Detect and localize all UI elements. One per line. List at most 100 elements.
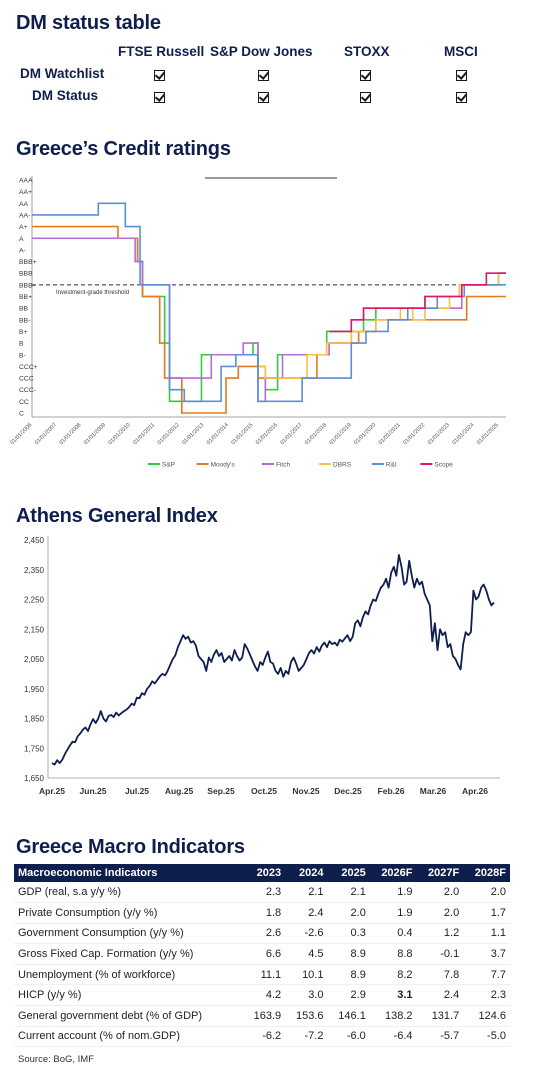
header-year: 2027F xyxy=(416,864,464,882)
table-cell: 7.7 xyxy=(463,964,510,986)
row-label: Current account (% of nom.GDP) xyxy=(14,1026,243,1048)
y-tick-label: BB+ xyxy=(19,294,32,301)
table-cell: 2.0 xyxy=(416,882,464,904)
table-cell: 4.5 xyxy=(285,943,328,965)
table-cell: 6.6 xyxy=(242,943,286,965)
x-tick-label: 01/01/2017 xyxy=(280,422,304,446)
table-cell: 2.3 xyxy=(242,882,286,904)
y-tick-label: 2,450 xyxy=(24,536,45,545)
source-note: Source: BoG, IMF xyxy=(18,1054,95,1065)
row-label: HICP (y/y %) xyxy=(14,984,243,1007)
x-tick-label: 01/01/2025 xyxy=(476,422,500,446)
dm-row-status: DM Status xyxy=(14,88,514,110)
x-tick-label: Mar.26 xyxy=(420,786,447,796)
x-tick-label: 01/01/2021 xyxy=(378,422,402,446)
table-cell: 2.6 xyxy=(242,923,286,945)
checkbox-icon xyxy=(456,92,467,103)
legend-label: DBRS xyxy=(333,462,352,469)
x-tick-label: Oct.25 xyxy=(251,786,277,796)
x-tick-label: 01/01/2013 xyxy=(181,422,205,446)
checkbox-icon xyxy=(360,70,371,81)
x-tick-label: 01/01/2011 xyxy=(132,422,156,446)
table-cell: 1.8 xyxy=(242,902,286,924)
legend-label: Scope xyxy=(434,462,453,469)
y-tick-label: 2,150 xyxy=(24,625,45,634)
x-tick-label: 01/01/2007 xyxy=(34,422,58,446)
table-cell: 8.9 xyxy=(327,964,370,986)
table-cell: 2.1 xyxy=(327,882,370,904)
athens-index-title: Athens General Index xyxy=(16,505,218,527)
y-tick-label: BBB xyxy=(19,271,33,278)
y-tick-label: B+ xyxy=(19,329,28,336)
table-cell: 3.1 xyxy=(369,984,417,1007)
y-tick-label: BBB- xyxy=(19,282,35,289)
x-tick-label: 01/01/2009 xyxy=(83,422,107,446)
table-cell: -0.1 xyxy=(416,943,464,965)
table-cell: 131.7 xyxy=(416,1005,464,1027)
row-label: GDP (real, s.a y/y %) xyxy=(14,882,243,904)
legend-label: R&I xyxy=(386,462,397,469)
table-cell: 163.9 xyxy=(242,1005,286,1027)
x-tick-label: Feb.26 xyxy=(378,786,405,796)
y-tick-label: 1,750 xyxy=(24,744,45,753)
col-stoxx: STOXX xyxy=(344,44,390,59)
table-cell: 0.4 xyxy=(369,923,417,945)
table-cell: 3.0 xyxy=(285,984,328,1007)
checkbox-icon xyxy=(360,92,371,103)
table-cell: 2.4 xyxy=(285,902,328,924)
table-cell: 1.9 xyxy=(369,902,417,924)
table-cell: 7.8 xyxy=(416,964,464,986)
table-row: HICP (y/y %) 4.2 3.0 2.9 3.1 2.4 2.3 xyxy=(14,984,510,1007)
y-tick-label: A- xyxy=(19,247,26,254)
table-cell: -7.2 xyxy=(285,1026,328,1048)
table-cell: -5.0 xyxy=(463,1026,510,1048)
dm-row-watchlist: DM Watchlist xyxy=(14,66,514,88)
y-tick-label: C xyxy=(19,411,24,418)
table-cell: 124.6 xyxy=(463,1005,510,1027)
col-msci: MSCI xyxy=(444,44,478,59)
macro-table: Macroeconomic Indicators 2023 2024 2025 2026… xyxy=(14,864,510,1048)
x-tick-label: 01/01/2019 xyxy=(329,422,353,446)
y-tick-label: AA- xyxy=(19,212,30,219)
row-label: Government Consumption (y/y %) xyxy=(14,923,243,945)
table-cell: 1.7 xyxy=(463,902,510,924)
y-tick-label: AA xyxy=(19,201,29,208)
y-tick-label: BBB+ xyxy=(19,259,37,266)
credit-ratings-chart: CCCCCC-CCCCCC+B-BB+BB-BBBB+BBB-BBBBBB+A-… xyxy=(9,176,506,469)
row-label: Unemployment (% of workforce) xyxy=(14,964,243,986)
table-cell: -6.2 xyxy=(242,1026,286,1048)
checkbox-icon xyxy=(154,92,165,103)
checkbox-icon xyxy=(258,92,269,103)
dm-status-table: FTSE Russell S&P Dow Jones STOXX MSCI DM… xyxy=(14,44,514,110)
header-year: 2026F xyxy=(369,864,417,882)
y-tick-label: B xyxy=(19,341,24,348)
checkbox-icon xyxy=(154,70,165,81)
table-cell: 8.8 xyxy=(369,943,417,965)
x-tick-label: Aug.25 xyxy=(165,786,194,796)
table-row: General government debt (% of GDP) 163.9 1… xyxy=(14,1005,510,1027)
x-tick-label: 01/01/2015 xyxy=(230,422,254,446)
y-tick-label: A xyxy=(19,236,24,243)
legend-label: Moody's xyxy=(211,462,236,469)
table-cell: 2.0 xyxy=(463,882,510,904)
x-tick-label: 01/01/2022 xyxy=(402,422,426,446)
table-row: Unemployment (% of workforce) 11.1 10.1 8.9… xyxy=(14,964,510,986)
dm-header-row: FTSE Russell S&P Dow Jones STOXX MSCI xyxy=(14,44,514,66)
x-tick-label: Apr.26 xyxy=(462,786,488,796)
table-cell: 153.6 xyxy=(285,1005,328,1027)
col-ftse: FTSE Russell xyxy=(118,44,205,59)
threshold-label: Investment-grade threshold xyxy=(56,290,129,296)
table-cell: 8.2 xyxy=(369,964,417,986)
table-row: Private Consumption (y/y %) 1.8 2.4 2.0 1.9 2… xyxy=(14,902,510,924)
col-sp: S&P Dow Jones xyxy=(210,44,313,59)
table-cell: 3.7 xyxy=(463,943,510,965)
x-tick-label: Sep.25 xyxy=(207,786,235,796)
table-cell: 2.3 xyxy=(463,984,510,1007)
table-row: Current account (% of nom.GDP) -6.2 -7.2 -6… xyxy=(14,1026,510,1048)
dm-status-title: DM status table xyxy=(16,12,161,34)
y-tick-label: BB xyxy=(19,306,29,313)
y-tick-label: CCC+ xyxy=(19,364,38,371)
table-cell: 1.1 xyxy=(463,923,510,945)
x-tick-label: 01/01/2010 xyxy=(108,422,132,446)
x-tick-label: 01/01/2024 xyxy=(451,422,475,446)
